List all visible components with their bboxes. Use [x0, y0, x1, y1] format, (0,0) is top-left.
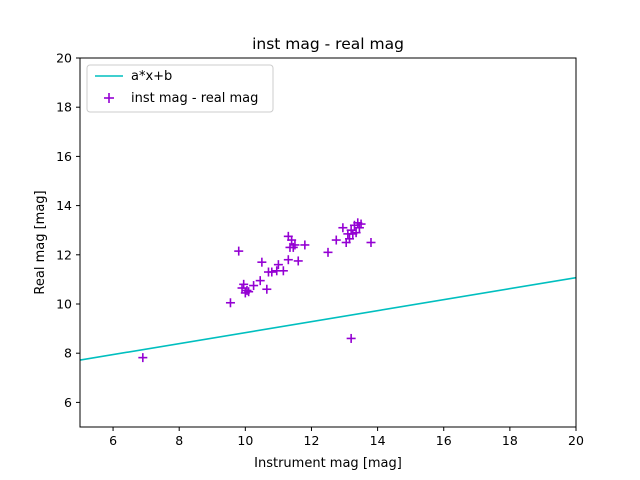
- data-point: [290, 240, 300, 250]
- legend-swatch-marker: [104, 93, 114, 103]
- x-tick-label: 16: [436, 433, 452, 448]
- y-tick-label: 18: [56, 100, 72, 115]
- y-axis-label: Real mag [mag]: [33, 190, 48, 294]
- y-tick-label: 6: [64, 395, 72, 410]
- data-point: [356, 219, 366, 229]
- data-point: [244, 287, 254, 297]
- data-point: [255, 276, 265, 286]
- y-tick-label: 20: [56, 51, 72, 66]
- y-tick-label: 14: [56, 198, 72, 213]
- data-point: [262, 284, 272, 294]
- x-axis-label: Instrument mag [mag]: [254, 456, 402, 471]
- legend: a*x+b inst mag - real mag: [86, 64, 274, 113]
- y-tick-label: 8: [64, 346, 72, 361]
- data-point: [366, 238, 376, 247]
- data-point: [273, 260, 283, 270]
- data-point: [283, 255, 293, 265]
- data-point: [331, 235, 341, 245]
- series-layer: [80, 218, 576, 363]
- data-point: [278, 266, 288, 276]
- x-tick-label: 6: [109, 433, 117, 448]
- data-point: [234, 246, 244, 256]
- data-point: [300, 240, 310, 250]
- x-tick-label: 12: [304, 433, 320, 448]
- fit-line: [80, 276, 576, 361]
- x-tick-label: 8: [175, 433, 183, 448]
- legend-label-fit: a*x+b: [131, 69, 172, 84]
- data-point: [346, 333, 356, 343]
- y-tick-label: 12: [56, 247, 72, 262]
- data-point: [242, 285, 252, 295]
- y-tick-label: 16: [56, 149, 72, 164]
- y-axis: 6 8 10 12 14 16 18 20: [56, 51, 80, 410]
- data-point: [338, 223, 348, 233]
- data-point: [267, 267, 277, 277]
- chart-title: inst mag - real mag: [252, 35, 404, 53]
- plot-area: [79, 57, 577, 428]
- data-point: [323, 247, 333, 257]
- data-point: [239, 279, 249, 289]
- axes-frame: [79, 57, 577, 428]
- data-point: [249, 281, 259, 291]
- x-tick-label: 14: [370, 433, 386, 448]
- y-tick-label: 10: [56, 297, 72, 312]
- x-tick-label: 20: [568, 433, 584, 448]
- data-point: [344, 234, 354, 244]
- x-axis: 6 8 10 12 14 16 18 20: [109, 427, 584, 448]
- data-point: [293, 256, 303, 266]
- data-point: [257, 257, 267, 267]
- x-tick-label: 10: [237, 433, 253, 448]
- x-tick-label: 18: [502, 433, 518, 448]
- data-point: [225, 298, 235, 308]
- legend-box: [86, 64, 274, 113]
- data-point: [138, 353, 148, 363]
- data-point: [351, 228, 361, 238]
- data-point: [287, 235, 297, 245]
- legend-label-data: inst mag - real mag: [131, 91, 258, 106]
